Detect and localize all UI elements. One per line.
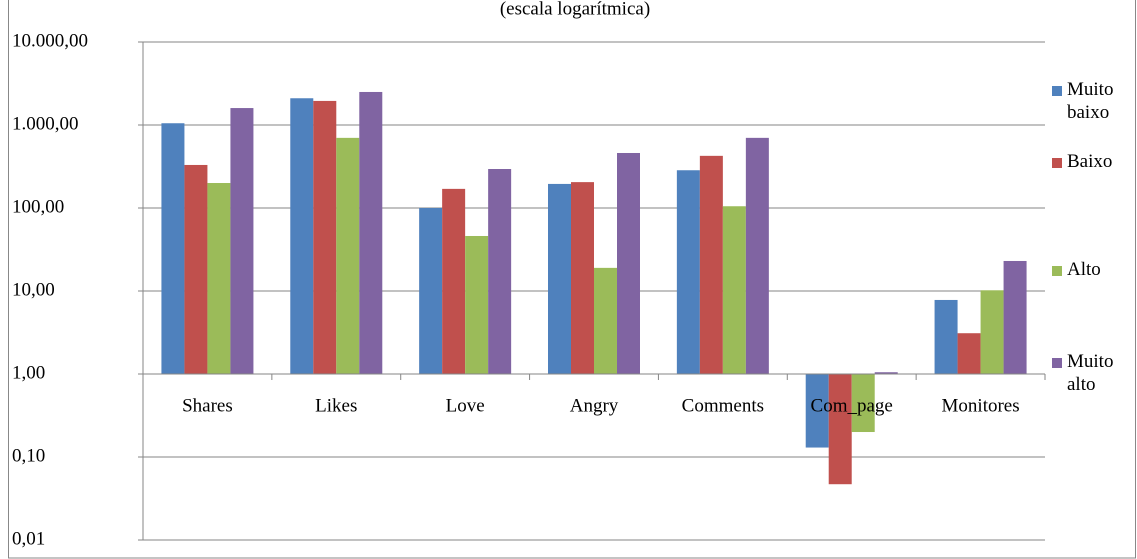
legend-swatch bbox=[1052, 86, 1062, 96]
bar bbox=[313, 100, 337, 374]
bar bbox=[722, 206, 746, 374]
bar bbox=[571, 182, 594, 374]
bar bbox=[874, 372, 898, 374]
bar bbox=[805, 374, 829, 448]
bar bbox=[676, 170, 700, 374]
bar bbox=[617, 152, 640, 374]
x-tick-label: Monitores bbox=[942, 395, 1020, 416]
y-tick-label: 10.000,00 bbox=[12, 30, 88, 51]
legend-swatch bbox=[1052, 158, 1062, 168]
y-tick-label: 10,00 bbox=[12, 279, 55, 300]
y-tick-label: 0,10 bbox=[12, 445, 45, 466]
chart-border bbox=[8, 0, 1136, 559]
legend-swatch bbox=[1052, 266, 1062, 276]
bar bbox=[548, 183, 571, 374]
y-tick-label: 100,00 bbox=[12, 196, 64, 217]
x-tick-label: Comments bbox=[682, 395, 764, 416]
bar bbox=[1003, 260, 1027, 374]
bar bbox=[957, 333, 981, 374]
bar bbox=[828, 374, 852, 485]
chart-subtitle: (escala logarítmica) bbox=[500, 0, 650, 19]
x-tick-label: Likes bbox=[315, 395, 357, 416]
legend-label: Baixo bbox=[1067, 151, 1113, 172]
legend-swatch bbox=[1052, 358, 1062, 368]
y-tick-label: 1,00 bbox=[12, 362, 45, 383]
bar bbox=[161, 123, 185, 374]
legend-label: Alto bbox=[1067, 259, 1101, 280]
bar bbox=[934, 299, 958, 374]
bar bbox=[851, 374, 875, 433]
bar bbox=[465, 235, 489, 374]
legend-label: Muito baixo bbox=[1067, 79, 1114, 123]
y-tick-label: 1.000,00 bbox=[12, 113, 79, 134]
bar bbox=[699, 155, 723, 374]
bar bbox=[745, 137, 769, 374]
bar bbox=[488, 169, 512, 374]
y-tick-label: 0,01 bbox=[12, 528, 45, 549]
bar bbox=[980, 290, 1004, 374]
bar bbox=[594, 267, 617, 374]
x-tick-label: Love bbox=[446, 395, 485, 416]
bar bbox=[442, 188, 466, 374]
legend-label: Muito alto bbox=[1067, 351, 1114, 395]
x-tick-label: Shares bbox=[182, 395, 233, 416]
x-tick-label: Com_page bbox=[811, 395, 893, 416]
bar bbox=[290, 98, 314, 374]
bar bbox=[207, 183, 231, 374]
bar bbox=[184, 164, 208, 374]
bar bbox=[359, 91, 383, 374]
bar bbox=[419, 208, 443, 374]
bar bbox=[336, 137, 360, 374]
bar bbox=[230, 108, 254, 374]
x-tick-label: Angry bbox=[570, 395, 619, 416]
